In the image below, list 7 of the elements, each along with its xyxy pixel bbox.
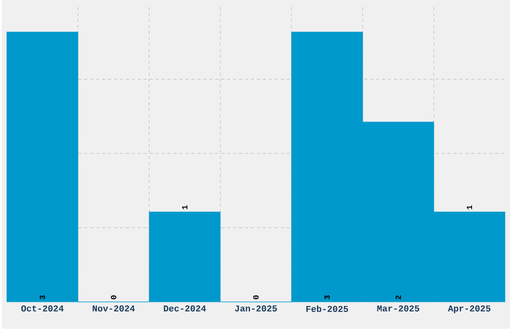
x-tick-label: Apr-2025 xyxy=(448,306,490,314)
x-tick-label: Feb-2025 xyxy=(306,306,348,312)
x-tick-label: Nov-2024 xyxy=(92,306,135,312)
x-tick-label: Jan-2025 xyxy=(234,306,277,312)
x-tick-label: Mar-2025 xyxy=(377,306,420,312)
x-tick-label: Oct-2024 xyxy=(21,306,64,312)
x-tick-label: Dec-2024 xyxy=(164,306,206,312)
